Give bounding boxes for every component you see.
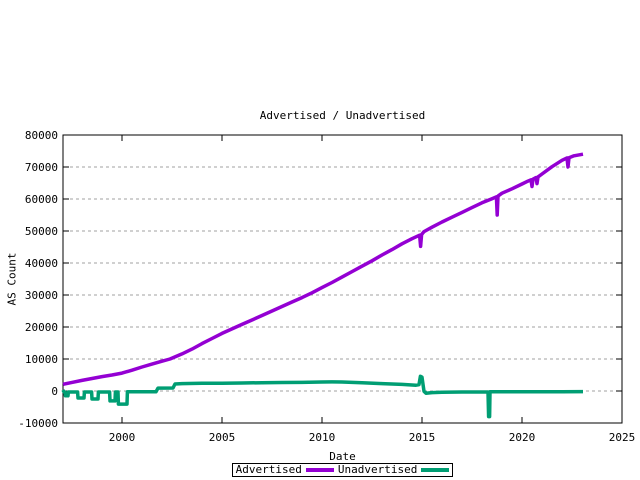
y-axis-label: AS Count: [5, 252, 19, 306]
chart-title: Advertised / Unadvertised: [259, 109, 426, 122]
series-line-advertised: [62, 152, 584, 387]
legend-box: Advertised Unadvertised: [232, 463, 453, 477]
y-tick-label: 10000: [25, 353, 58, 366]
legend-swatch-advertised: [305, 468, 334, 472]
y-tick-label: 0: [51, 385, 58, 398]
y-tick-label: 60000: [25, 193, 58, 206]
x-tick-label: 2010: [309, 431, 336, 444]
legend-label-unadvertised: Unadvertised: [337, 463, 418, 476]
y-tick-label: -10000: [18, 417, 58, 430]
y-tick-label: 50000: [25, 225, 58, 238]
x-tick-label: 2025: [609, 431, 636, 444]
y-tick-label: 80000: [25, 129, 58, 142]
x-tick-label: 2020: [509, 431, 536, 444]
x-tick-label: 2000: [109, 431, 136, 444]
x-tick-label: 2015: [409, 431, 436, 444]
legend-label-advertised: Advertised: [235, 463, 302, 476]
x-axis-label: Date: [329, 450, 356, 463]
x-tick-label: 2005: [209, 431, 236, 444]
y-tick-label: 40000: [25, 257, 58, 270]
y-tick-label: 20000: [25, 321, 58, 334]
y-tick-label: 30000: [25, 289, 58, 302]
plot-border: [62, 134, 623, 424]
y-tick-label: 70000: [25, 161, 58, 174]
legend-swatch-unadvertised: [421, 468, 450, 472]
series-line-unadvertised: [61, 374, 584, 419]
